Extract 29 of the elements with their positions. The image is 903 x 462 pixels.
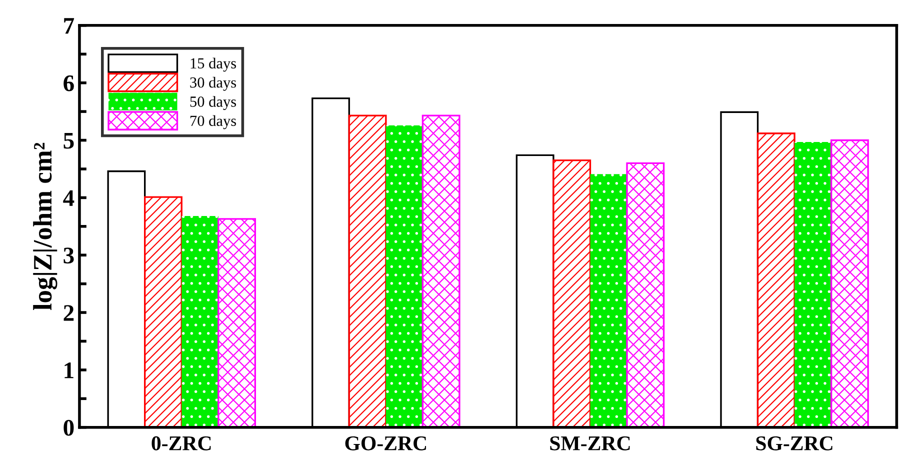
- x-tick-label: SG-ZRC: [756, 436, 832, 450]
- legend-label: 70 days: [190, 115, 236, 130]
- bar: [348, 114, 387, 428]
- x-tick-label: SM-ZRC: [550, 436, 630, 450]
- bar: [552, 160, 592, 428]
- y-tick-label: 5: [64, 132, 74, 149]
- legend-label: 30 days: [190, 76, 236, 91]
- y-tick-label: 3: [64, 248, 74, 264]
- bar: [590, 174, 627, 428]
- bar: [830, 139, 869, 428]
- x-tick-label: GO-ZRC: [345, 436, 426, 450]
- bar: [626, 162, 665, 428]
- bar: [422, 114, 460, 428]
- y-axis-title: log|Z|/ohm cm²: [33, 142, 58, 310]
- y-tick-label: 4: [63, 190, 74, 206]
- bar: [182, 216, 218, 428]
- bar: [794, 142, 832, 428]
- x-tick-label: 0-ZRC: [152, 436, 211, 450]
- y-tick-label: 2: [64, 305, 74, 321]
- bar: [218, 218, 256, 428]
- y-tick-label: 1: [64, 362, 74, 378]
- y-tick-label: 6: [64, 75, 74, 92]
- y-tick-label: 7: [64, 18, 74, 34]
- bar: [144, 196, 182, 428]
- bar: [386, 125, 423, 428]
- legend-label: 50 days: [190, 96, 236, 110]
- bar: [756, 132, 796, 428]
- legend-label: 15 days: [190, 58, 236, 72]
- y-tick-label: 0: [64, 420, 74, 436]
